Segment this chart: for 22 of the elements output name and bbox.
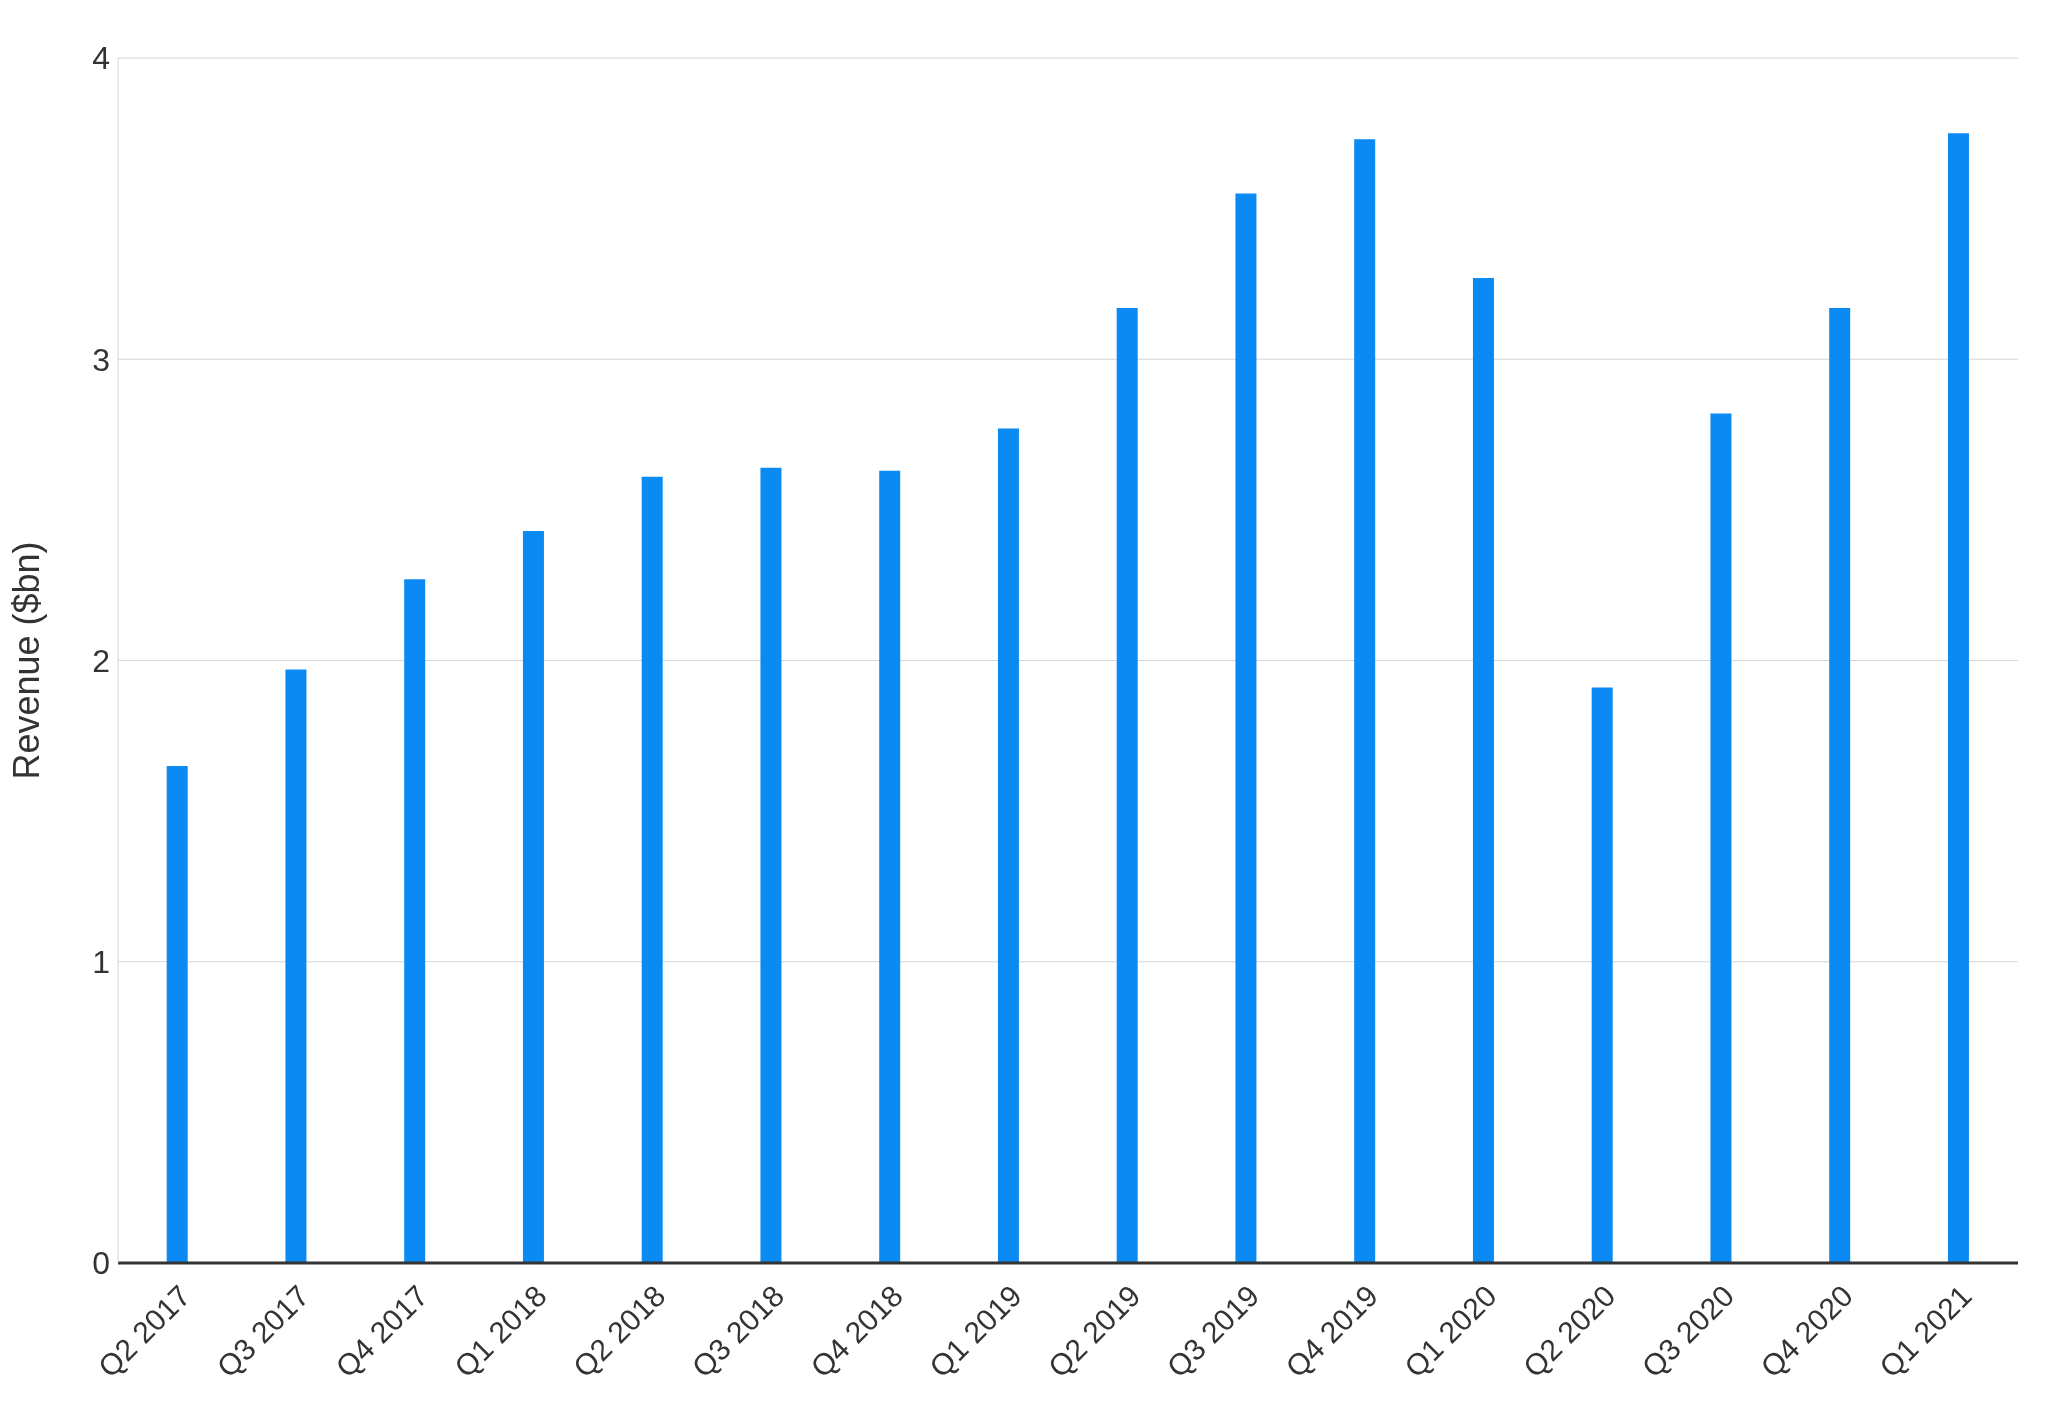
bar — [285, 669, 307, 1263]
y-tick-label: 2 — [92, 642, 110, 679]
bar — [641, 476, 663, 1263]
bar — [522, 530, 544, 1263]
bar — [760, 467, 782, 1263]
bar — [879, 470, 901, 1263]
bar — [1235, 193, 1257, 1263]
y-tick-label: 0 — [92, 1245, 110, 1282]
bar — [1710, 413, 1732, 1263]
y-tick-label: 4 — [92, 40, 110, 77]
bar — [1829, 308, 1851, 1263]
bar — [997, 428, 1019, 1263]
bar — [1354, 139, 1376, 1263]
bar — [1591, 687, 1613, 1263]
y-tick-label: 1 — [92, 944, 110, 981]
bar — [1472, 277, 1494, 1263]
bar — [166, 765, 188, 1263]
bar — [404, 579, 426, 1263]
bar — [1947, 133, 1969, 1263]
y-axis-title: Revenue ($bn) — [5, 541, 47, 780]
bar — [1116, 308, 1138, 1263]
y-tick-label: 3 — [92, 341, 110, 378]
